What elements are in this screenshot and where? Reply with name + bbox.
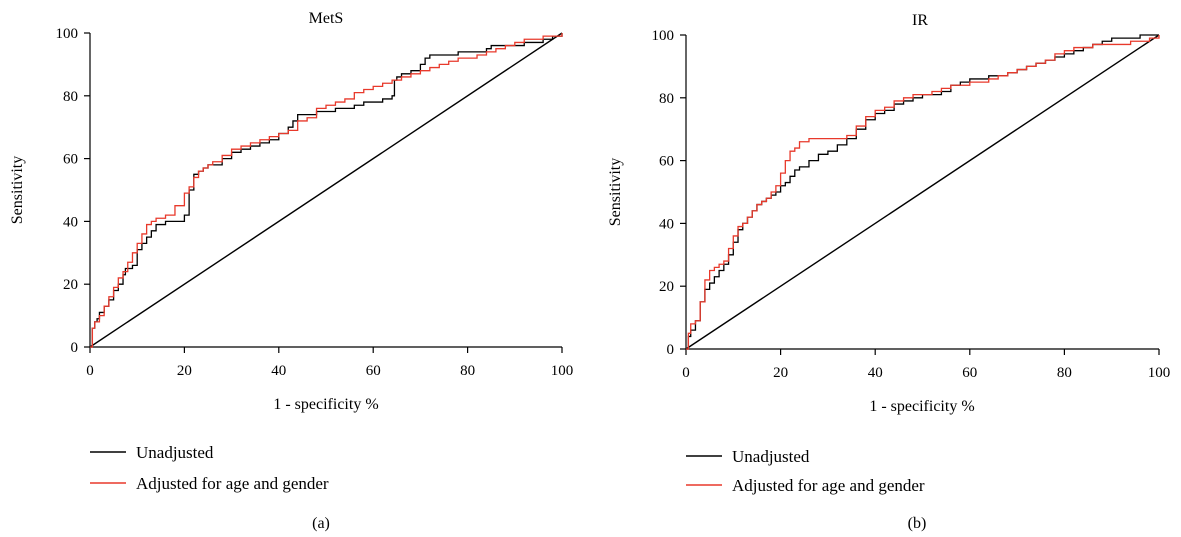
x-tick-label: 80 bbox=[1057, 365, 1072, 381]
panel-caption: (b) bbox=[908, 515, 927, 532]
x-tick-label: 40 bbox=[868, 365, 883, 381]
x-tick-label: 100 bbox=[551, 363, 574, 379]
y-tick-label: 20 bbox=[659, 279, 674, 295]
x-tick-label: 60 bbox=[366, 363, 381, 379]
reference-diagonal-line bbox=[89, 32, 563, 348]
legend-label-adjusted: Adjusted for age and gender bbox=[732, 476, 925, 495]
y-axis-label: Sensitivity bbox=[607, 158, 624, 226]
chart-panel-a: 0 20 40 60 80 100 0 20 40 60 80 100 MetS 1 - specific… bbox=[9, 10, 573, 532]
roc-curve-unadjusted bbox=[90, 33, 563, 348]
y-tick-label: 60 bbox=[659, 154, 674, 170]
panel-caption: (a) bbox=[312, 515, 330, 532]
x-tick-label: 0 bbox=[682, 365, 690, 381]
y-tick-label: 20 bbox=[63, 277, 78, 293]
legend-label-unadjusted: Unadjusted bbox=[136, 443, 214, 462]
x-tick-label: 80 bbox=[460, 363, 475, 379]
x-axis-label: 1 - specificity % bbox=[273, 396, 378, 413]
x-tick-label: 20 bbox=[773, 365, 788, 381]
y-tick-label: 100 bbox=[56, 26, 79, 42]
legend-label-unadjusted: Unadjusted bbox=[732, 447, 810, 466]
y-axis-label: Sensitivity bbox=[9, 156, 26, 224]
x-tick-label: 0 bbox=[86, 363, 94, 379]
roc-curve-adjusted bbox=[686, 35, 1160, 350]
y-tick-label: 100 bbox=[652, 28, 675, 44]
reference-diagonal-line bbox=[685, 34, 1160, 350]
y-tick-label: 80 bbox=[659, 91, 674, 107]
x-tick-label: 40 bbox=[271, 363, 286, 379]
y-tick-label: 40 bbox=[659, 216, 674, 232]
chart-title: MetS bbox=[309, 10, 344, 27]
x-tick-label: 20 bbox=[177, 363, 192, 379]
legend-label-adjusted: Adjusted for age and gender bbox=[136, 474, 329, 493]
y-tick-label: 0 bbox=[71, 340, 79, 356]
chart-title: IR bbox=[912, 12, 928, 29]
y-tick-label: 60 bbox=[63, 152, 78, 168]
roc-curve-adjusted bbox=[90, 33, 563, 348]
y-tick-label: 80 bbox=[63, 89, 78, 105]
y-tick-label: 40 bbox=[63, 214, 78, 230]
x-tick-label: 60 bbox=[962, 365, 977, 381]
x-axis-label: 1 - specificity % bbox=[869, 398, 974, 415]
y-tick-label: 0 bbox=[667, 342, 675, 358]
x-tick-label: 100 bbox=[1148, 365, 1171, 381]
chart-panel-b: 0 20 40 60 80 100 0 20 40 60 80 100 IR 1 - specificit… bbox=[607, 12, 1170, 532]
